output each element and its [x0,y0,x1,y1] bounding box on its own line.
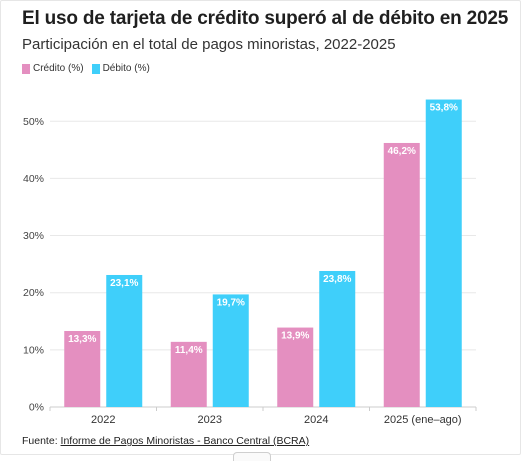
data-label-debito: 23,8% [323,274,351,285]
legend-label-debito: Débito (%) [102,63,150,74]
bar-debito [212,294,249,407]
legend-item-credito[interactable]: Crédito (%) [22,63,84,74]
data-label-debito: 19,7% [217,297,245,308]
source-link[interactable]: Informe de Pagos Minoristas - Banco Cent… [60,435,310,447]
chart-title: El uso de tarjeta de crédito superó al d… [22,8,509,29]
x-tick-label: 2024 [304,414,328,426]
legend: Crédito (%) Débito (%) [22,63,150,74]
data-label-credito: 11,4% [175,345,203,356]
y-tick-label: 10% [23,344,44,356]
y-tick-label: 0% [29,402,44,414]
x-tick-label: 2023 [198,414,222,426]
bar-credito [64,330,101,407]
legend-swatch-debito [91,63,100,74]
chart-subtitle: Participación en el total de pagos minor… [22,36,396,53]
bar-debito [106,274,143,407]
legend-label-credito: Crédito (%) [33,63,84,74]
data-label-credito: 13,9% [281,331,309,342]
data-label-credito: 13,3% [68,334,96,345]
bar-credito [383,142,420,408]
source-prefix: Fuente: [22,435,61,447]
source-note: Fuente: Informe de Pagos Minoristas - Ba… [22,435,309,447]
legend-swatch-credito [22,63,30,74]
x-tick-label: 2022 [91,414,115,426]
data-label-credito: 46,2% [388,146,416,157]
bar-credito [170,341,207,407]
y-tick-label: 20% [23,287,44,299]
y-tick-label: 40% [23,173,44,185]
bar-debito [319,270,356,407]
y-tick-label: 30% [23,230,44,242]
y-tick-label: 50% [23,116,44,128]
legend-item-debito[interactable]: Débito (%) [91,63,150,74]
x-tick-label: 2025 (ene–ago) [384,414,462,426]
data-label-debito: 53,8% [430,103,458,114]
data-label-debito: 23,1% [110,278,138,289]
bar-credito [277,327,314,407]
bar-debito [425,99,462,408]
